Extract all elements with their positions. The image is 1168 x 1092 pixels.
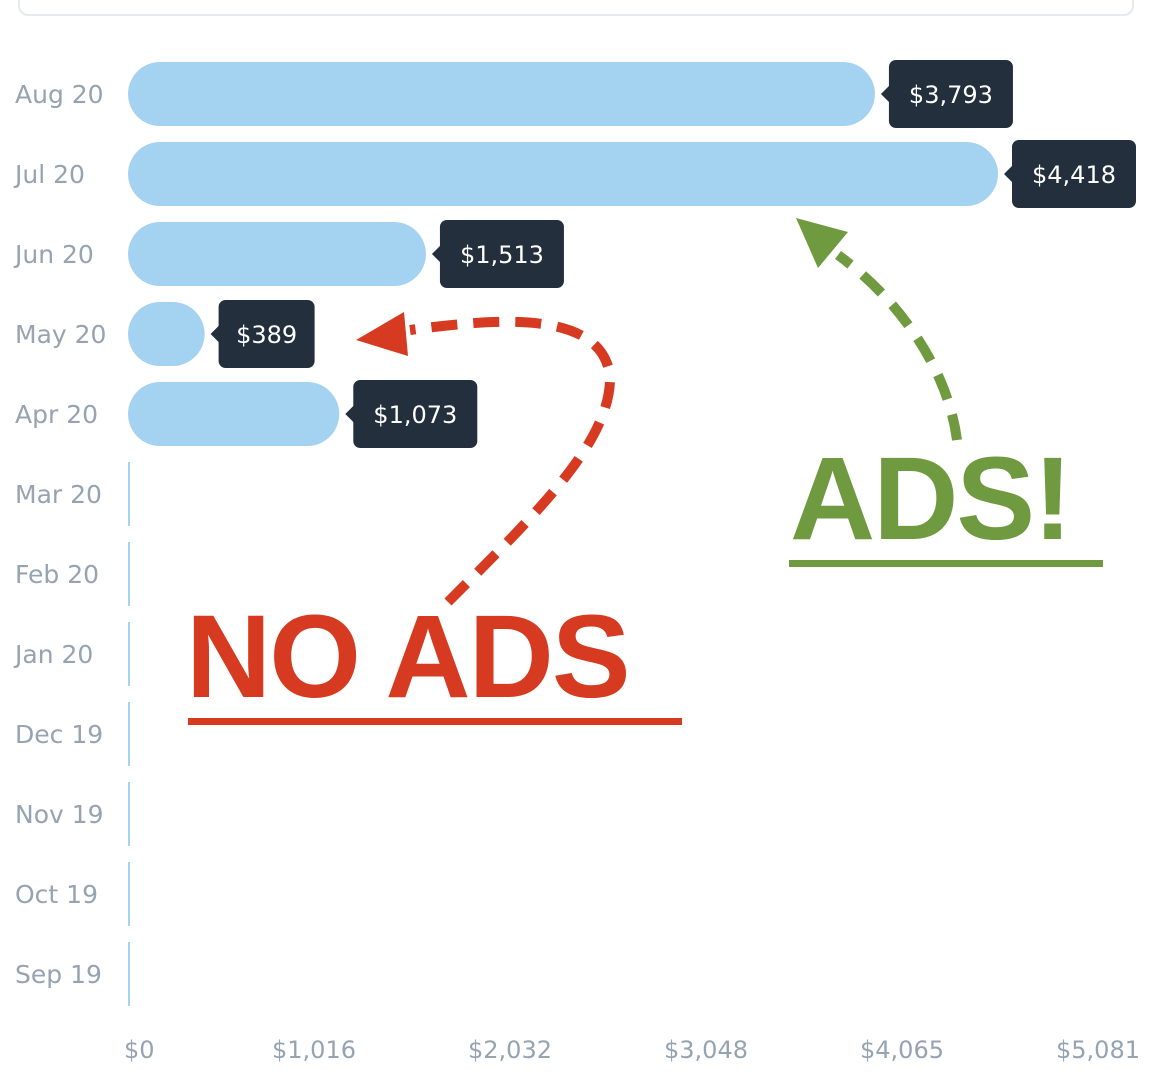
x-tick-label: $5,081: [1056, 1036, 1140, 1064]
bar[interactable]: [128, 222, 426, 286]
y-tick-label: May 20: [15, 320, 106, 349]
y-tick-label: Aug 20: [15, 80, 104, 109]
y-tick-label: Feb 20: [15, 560, 99, 589]
y-tick-label: Apr 20: [15, 400, 98, 429]
value-tooltip: $4,418: [1004, 140, 1136, 208]
value-tooltip: $389: [210, 300, 315, 368]
x-tick-label: $1,016: [272, 1036, 356, 1064]
y-tick-label: Oct 19: [15, 880, 98, 909]
no-ads-annotation: NO ADS: [186, 591, 631, 723]
y-tick-label: Nov 19: [15, 800, 104, 829]
y-tick-label: Sep 19: [15, 960, 102, 989]
y-tick-label: Dec 19: [15, 720, 103, 749]
x-tick-label: $2,032: [468, 1036, 552, 1064]
y-tick-label: Jun 20: [13, 240, 94, 269]
y-tick-label: Jul 20: [13, 160, 85, 189]
y-tick-label: Mar 20: [15, 480, 102, 509]
ads-underline: [789, 560, 1103, 567]
x-tick-label: $0: [124, 1036, 155, 1064]
value-tooltip: $3,793: [880, 60, 1013, 128]
value-label: $4,418: [1032, 161, 1116, 189]
value-tooltip: $1,073: [345, 380, 478, 448]
y-tick-label: Jan 20: [13, 640, 93, 669]
bar[interactable]: [128, 302, 205, 366]
bar[interactable]: [128, 142, 998, 206]
value-label: $389: [236, 321, 297, 349]
value-label: $1,513: [460, 241, 544, 269]
top-card: [18, 0, 1134, 16]
bar[interactable]: [128, 62, 875, 126]
value-label: $3,793: [909, 81, 993, 109]
no-ads-underline: [188, 718, 682, 725]
ads-annotation: ADS!: [790, 433, 1072, 565]
value-tooltip: $1,513: [431, 220, 564, 288]
value-label: $1,073: [373, 401, 457, 429]
x-tick-label: $3,048: [664, 1036, 748, 1064]
bar[interactable]: [128, 382, 340, 446]
x-tick-label: $4,065: [860, 1036, 944, 1064]
